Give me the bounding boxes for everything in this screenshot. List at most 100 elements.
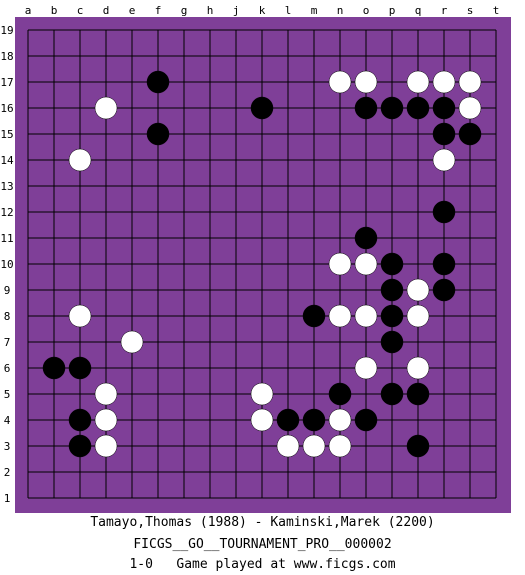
black-stone (354, 408, 378, 432)
players-caption: Tamayo,Thomas (1988) - Kaminski,Marek (2… (90, 515, 435, 530)
white-stone (302, 434, 326, 458)
white-stone (406, 356, 430, 380)
white-stone (354, 252, 378, 276)
board-grid (27, 29, 497, 499)
white-stone (94, 382, 118, 406)
row-label: 13 (0, 180, 13, 193)
row-label: 14 (0, 154, 14, 167)
white-stone (68, 148, 92, 172)
row-label: 8 (4, 310, 11, 323)
row-label: 15 (0, 128, 13, 141)
stones (42, 70, 482, 458)
black-stone (380, 304, 404, 328)
white-stone (120, 330, 144, 354)
white-stone (458, 70, 482, 94)
row-labels: 19 18 17 16 15 14 13 12 11 10 9 8 7 6 5 4 3 2 1 (0, 24, 14, 505)
black-stone (250, 96, 274, 120)
black-stone (432, 278, 456, 302)
column-label: o (363, 4, 370, 17)
result-caption: 1-0 Game played at www.ficgs.com (129, 557, 396, 572)
row-label: 1 (4, 492, 11, 505)
white-stone (354, 70, 378, 94)
column-label: a (25, 4, 32, 17)
row-label: 18 (0, 50, 13, 63)
black-stone (432, 96, 456, 120)
black-stone (146, 122, 170, 146)
column-label: f (155, 4, 162, 17)
black-stone (354, 226, 378, 250)
column-label: t (493, 4, 500, 17)
row-label: 16 (0, 102, 13, 115)
column-label: r (441, 4, 448, 17)
black-stone (354, 96, 378, 120)
column-label: q (415, 4, 422, 17)
white-stone (68, 304, 92, 328)
white-stone (354, 356, 378, 380)
white-stone (250, 382, 274, 406)
white-stone (94, 96, 118, 120)
white-stone (94, 408, 118, 432)
black-stone (406, 382, 430, 406)
black-stone (380, 252, 404, 276)
column-label: d (103, 4, 110, 17)
column-label: n (337, 4, 344, 17)
row-label: 19 (0, 24, 13, 37)
white-stone (328, 434, 352, 458)
black-stone (146, 70, 170, 94)
black-stone (42, 356, 66, 380)
black-stone (68, 408, 92, 432)
black-stone (380, 382, 404, 406)
row-label: 2 (4, 466, 11, 479)
white-stone (432, 148, 456, 172)
white-stone (432, 70, 456, 94)
black-stone (458, 122, 482, 146)
black-stone (328, 382, 352, 406)
row-label: 4 (4, 414, 11, 427)
black-stone (276, 408, 300, 432)
column-label: e (129, 4, 136, 17)
black-stone (380, 96, 404, 120)
white-stone (328, 304, 352, 328)
column-label: k (259, 4, 266, 17)
white-stone (250, 408, 274, 432)
row-label: 11 (0, 232, 13, 245)
black-stone (432, 122, 456, 146)
white-stone (94, 434, 118, 458)
black-stone (406, 434, 430, 458)
black-stone (380, 330, 404, 354)
column-label: l (285, 4, 292, 17)
black-stone (68, 434, 92, 458)
white-stone (406, 304, 430, 328)
row-label: 5 (4, 388, 11, 401)
black-stone (432, 200, 456, 224)
white-stone (328, 252, 352, 276)
column-label: g (181, 4, 188, 17)
black-stone (380, 278, 404, 302)
column-label: m (311, 4, 318, 17)
column-label: s (467, 4, 474, 17)
white-stone (354, 304, 378, 328)
white-stone (328, 408, 352, 432)
white-stone (328, 70, 352, 94)
white-stone (406, 278, 430, 302)
column-label: p (389, 4, 396, 17)
tournament-caption: FICGS__GO__TOURNAMENT_PRO__000002 (133, 537, 392, 552)
column-label: b (51, 4, 58, 17)
column-label: h (207, 4, 214, 17)
white-stone (458, 96, 482, 120)
row-label: 6 (4, 362, 11, 375)
white-stone (406, 70, 430, 94)
black-stone (302, 304, 326, 328)
black-stone (68, 356, 92, 380)
row-label: 7 (4, 336, 11, 349)
row-label: 10 (0, 258, 13, 271)
white-stone (276, 434, 300, 458)
row-label: 3 (4, 440, 11, 453)
column-label: c (77, 4, 84, 17)
black-stone (302, 408, 326, 432)
row-label: 12 (0, 206, 13, 219)
black-stone (406, 96, 430, 120)
column-label: j (233, 4, 240, 17)
